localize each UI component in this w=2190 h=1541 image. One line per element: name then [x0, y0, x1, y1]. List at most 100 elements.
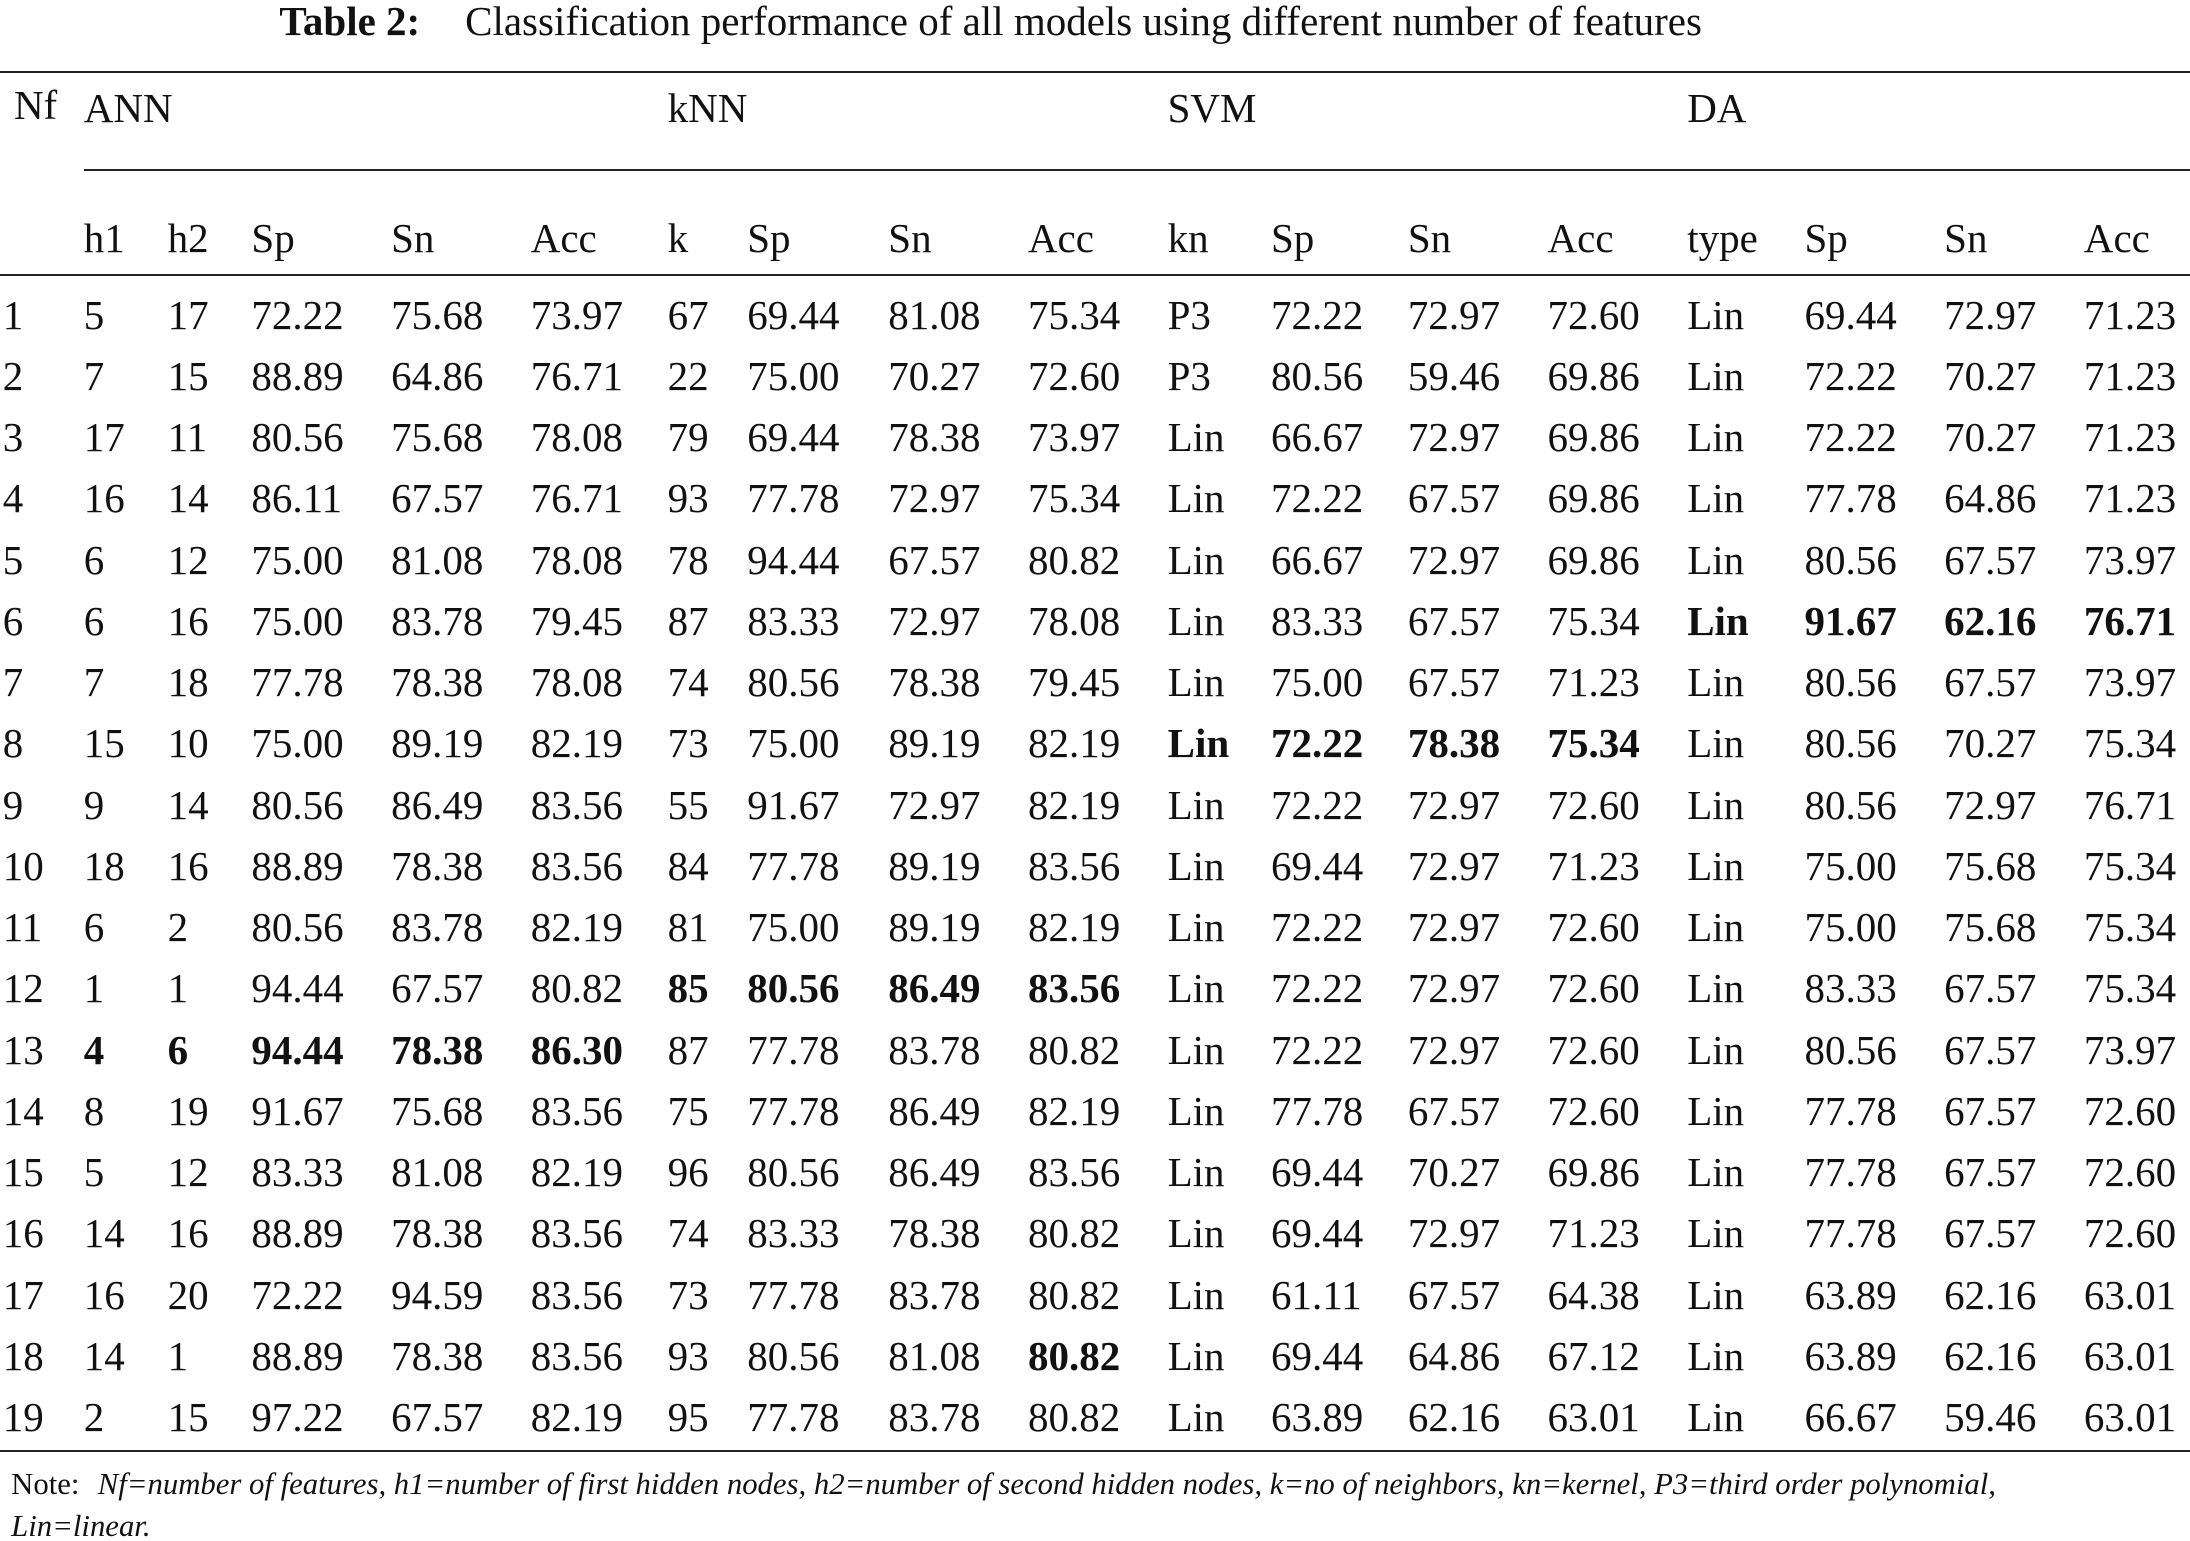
table-cell: 78.38 — [391, 659, 484, 706]
table-cell: 81.08 — [888, 291, 981, 338]
table-cell: 66.67 — [1270, 414, 1364, 461]
table-cell: 63.89 — [1804, 1271, 1897, 1318]
table-cell: 16 — [167, 597, 209, 644]
table-cell: 80.56 — [251, 414, 344, 461]
table-cell: 83.78 — [888, 1394, 981, 1441]
table-cell: 64.86 — [1944, 475, 2037, 522]
table-cell: 79.45 — [1027, 659, 1121, 706]
table-cell: 72.22 — [1270, 781, 1364, 828]
table-cell: 83.56 — [1027, 842, 1121, 889]
note-text: Nf=number of features, h1=number of firs… — [97, 1467, 1996, 1502]
table-cell: 72.22 — [1270, 1026, 1364, 1073]
note-text: Lin=linear. — [11, 1509, 151, 1541]
table-cell: 16 — [167, 1210, 209, 1257]
table-cell: 72.22 — [251, 1271, 344, 1318]
table-cell: 79.45 — [530, 597, 623, 644]
table-cell: 67.57 — [1944, 659, 2037, 706]
table-cell: 10 — [2, 842, 44, 889]
table-cell: 77.78 — [1804, 1210, 1897, 1257]
table-cell: Lin — [1167, 842, 1225, 889]
table-cell: 76.71 — [2083, 597, 2177, 644]
group-header: kNN — [667, 84, 748, 131]
table-cell: 67 — [667, 291, 709, 338]
group-header: SVM — [1167, 84, 1257, 131]
table-cell: Lin — [1687, 904, 1745, 951]
table-cell: Lin — [1687, 1394, 1745, 1441]
table-cell: 12 — [2, 965, 44, 1012]
table-cell: 75.34 — [1547, 597, 1640, 644]
table-cell: 69.44 — [1270, 1210, 1364, 1257]
table-cell: 63.01 — [1547, 1394, 1640, 1441]
table-cell: 12 — [167, 1149, 209, 1196]
table-cell: 93 — [667, 1332, 709, 1379]
table-cell: 1 — [167, 965, 189, 1012]
table-cell: 83.78 — [888, 1026, 981, 1073]
table-cell: 72.22 — [1270, 291, 1364, 338]
table-cell: 78.38 — [888, 1210, 981, 1257]
table-cell: 77.78 — [747, 842, 840, 889]
table-cell: 69.44 — [747, 414, 840, 461]
table-cell: 67.57 — [391, 1394, 484, 1441]
table-cell: 64.86 — [1407, 1332, 1501, 1379]
table-cell: Lin — [1167, 965, 1225, 1012]
table-cell: 11 — [167, 414, 208, 461]
table-cell: 71.23 — [1547, 1210, 1640, 1257]
table-cell: 82.19 — [530, 904, 623, 951]
table-cell: 71.23 — [2083, 352, 2177, 399]
table-cell: 72.97 — [1407, 1210, 1501, 1257]
table-cell: 80.56 — [1270, 352, 1364, 399]
table-cell: 70.27 — [1944, 352, 2037, 399]
table-cell: 77.78 — [1804, 475, 1897, 522]
table-cell: 78.08 — [530, 414, 623, 461]
table-cell: 93 — [667, 475, 709, 522]
table-cell: Lin — [1167, 475, 1225, 522]
table-cell: 6 — [83, 904, 105, 951]
table-cell: 67.57 — [1944, 1026, 2037, 1073]
table-cell: 82.19 — [530, 1394, 623, 1441]
table-cell: 86.11 — [251, 475, 343, 522]
table-cell: 89.19 — [391, 720, 484, 767]
table-cell: 79 — [667, 414, 709, 461]
table-cell: 6 — [167, 1026, 189, 1073]
table-cell: 75.00 — [747, 720, 840, 767]
table-cell: 80.82 — [1027, 1026, 1121, 1073]
table-cell: Lin — [1687, 1332, 1745, 1379]
table-cell: 75.34 — [1027, 291, 1121, 338]
table-cell: 69.44 — [1270, 1332, 1364, 1379]
table-cell: 73.97 — [2083, 1026, 2177, 1073]
column-header: Nf — [13, 82, 58, 129]
table-cell: 67.57 — [1944, 1210, 2037, 1257]
table-cell: 80.82 — [1027, 1271, 1121, 1318]
table-cell: 80.56 — [1804, 781, 1897, 828]
table-cell: 6 — [83, 597, 105, 644]
table-cell: 72.60 — [1027, 352, 1121, 399]
table-cell: 67.57 — [1407, 475, 1501, 522]
table-cell: 83.56 — [530, 842, 623, 889]
table-cell: 75.68 — [391, 291, 484, 338]
table-cell: 78.38 — [391, 1332, 484, 1379]
table-cell: 83.56 — [530, 781, 623, 828]
column-header: Sn — [888, 214, 932, 261]
table-cell: 14 — [167, 781, 209, 828]
table-cell: 80.82 — [1027, 1394, 1121, 1441]
table-cell: 72.22 — [1804, 414, 1897, 461]
table-cell: 72.60 — [1547, 965, 1640, 1012]
table-cell: Lin — [1687, 659, 1745, 706]
table-cell: 18 — [83, 842, 125, 889]
table-cell: 72.60 — [1547, 1026, 1640, 1073]
table-cell: 9 — [83, 781, 105, 828]
table-cell: 73 — [667, 720, 709, 767]
table-cell: 17 — [167, 291, 209, 338]
table-cell: 72.60 — [1547, 291, 1640, 338]
table-cell: Lin — [1167, 904, 1225, 951]
table-cell: 96 — [667, 1149, 709, 1196]
table-cell: 82.19 — [530, 720, 623, 767]
table-cell: 89.19 — [888, 842, 981, 889]
table-cell: 63.01 — [2083, 1394, 2177, 1441]
table-cell: 77.78 — [1804, 1087, 1897, 1134]
table-cell: 80.56 — [747, 1149, 840, 1196]
table-cell: Lin — [1687, 965, 1745, 1012]
table-cell: 77.78 — [1804, 1149, 1897, 1196]
table-cell: 18 — [2, 1332, 44, 1379]
table-cell: 72.97 — [1944, 781, 2037, 828]
